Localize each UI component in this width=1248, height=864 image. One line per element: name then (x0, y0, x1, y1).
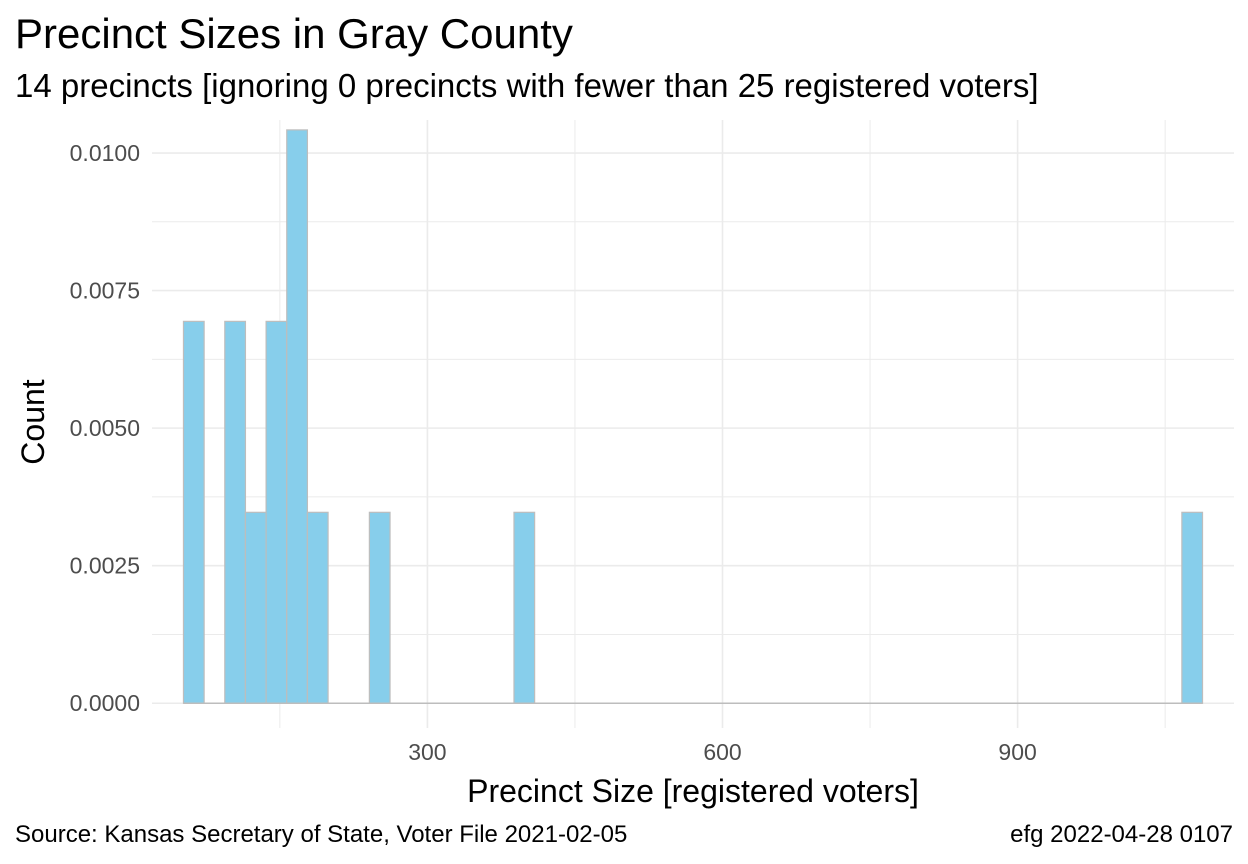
source-caption: Source: Kansas Secretary of State, Voter… (15, 821, 628, 848)
y-tick-label-0: 0.0000 (70, 690, 140, 716)
x-tick-label-1: 600 (703, 739, 741, 765)
histogram-bar-0 (182, 320, 205, 704)
timestamp-caption: efg 2022-04-28 0107 (1010, 821, 1233, 848)
y-tick-label-3: 0.0075 (70, 278, 140, 304)
x-axis-title: Precinct Size [registered voters] (467, 773, 919, 809)
histogram-bar-4 (265, 320, 288, 704)
chart-subtitle: 14 precincts [ignoring 0 precincts with … (15, 67, 1039, 104)
histogram-bar-18 (1181, 511, 1204, 704)
x-tick-label-2: 900 (998, 739, 1036, 765)
histogram-bar-3 (244, 511, 267, 704)
y-axis-ticks: 0.0000 0.0025 0.0050 0.0075 0.0100 (70, 140, 140, 716)
y-tick-label-2: 0.0050 (70, 415, 140, 441)
chart-title: Precinct Sizes in Gray County (15, 10, 573, 57)
histogram-bar-9 (368, 511, 391, 704)
histogram-bars (182, 129, 1204, 704)
histogram-bar-6 (306, 511, 329, 704)
histogram-bar-5 (286, 129, 309, 704)
y-tick-label-4: 0.0100 (70, 140, 140, 166)
y-axis-title: Count (15, 379, 51, 465)
x-tick-label-0: 300 (408, 739, 446, 765)
histogram-bar-16 (513, 511, 536, 704)
x-axis-ticks: 300 600 900 (408, 739, 1037, 765)
y-tick-label-1: 0.0025 (70, 553, 140, 579)
histogram-bar-2 (224, 320, 247, 704)
